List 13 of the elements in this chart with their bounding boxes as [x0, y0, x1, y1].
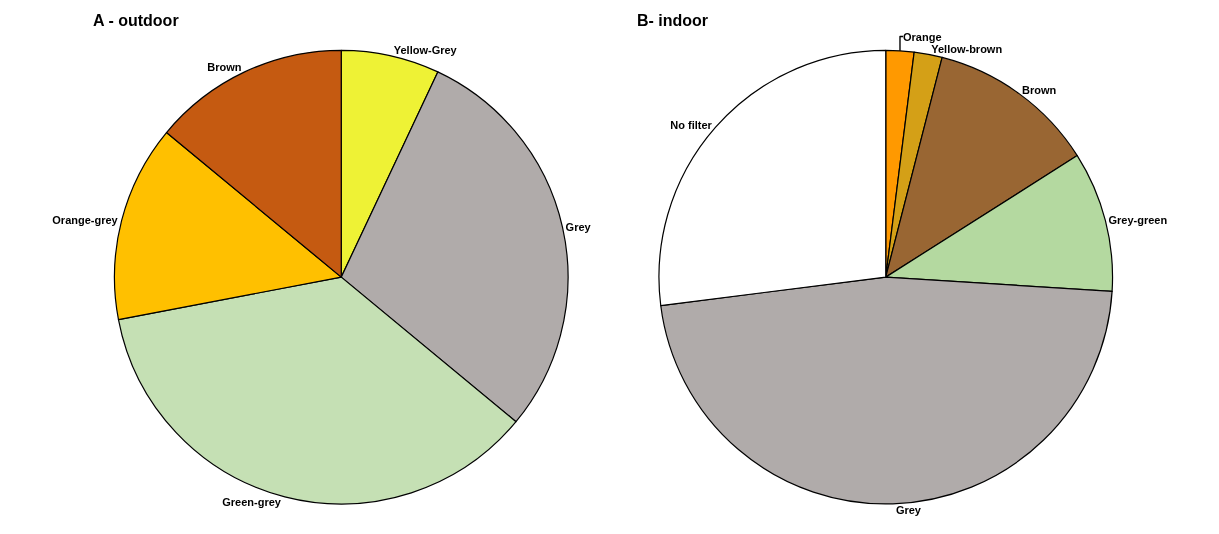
slice-label: Grey-green: [1108, 214, 1168, 227]
slice-label: Yellow-Grey: [393, 44, 458, 57]
slice-label: Orange: [902, 30, 942, 43]
chart-title: B- indoor: [637, 12, 709, 29]
slice-label: Brown: [207, 60, 242, 73]
slice-label: Brown: [1022, 83, 1057, 96]
slice-label: Orange-grey: [52, 214, 119, 227]
slice-label: Green-grey: [222, 496, 282, 509]
slice-label: Grey: [895, 503, 922, 516]
slice-label: Grey: [565, 221, 592, 234]
slice-label: No filter: [670, 118, 713, 131]
slice-label: Yellow-brown: [931, 42, 1003, 55]
chart-title: A - outdoor: [93, 12, 179, 29]
